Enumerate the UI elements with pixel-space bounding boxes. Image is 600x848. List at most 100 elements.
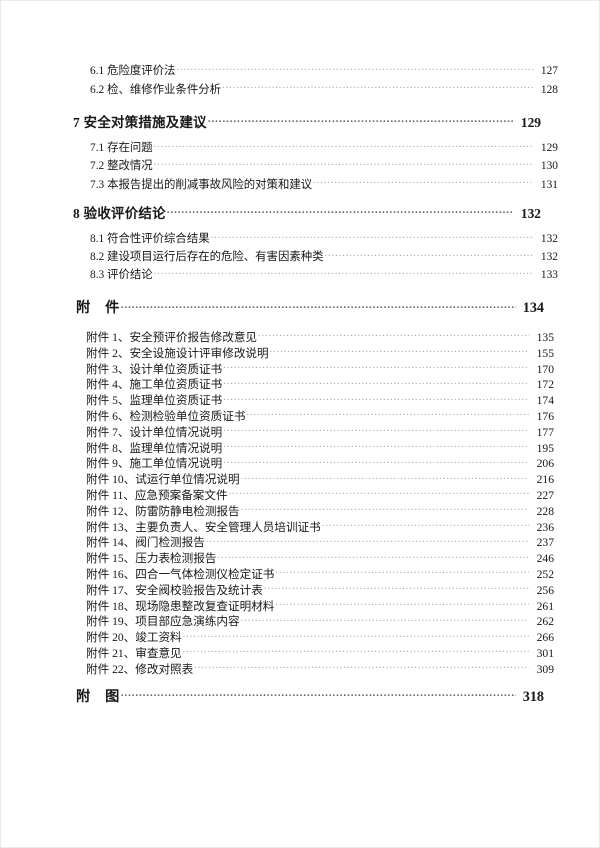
toc-entry-page-number: 206: [536, 457, 554, 471]
dot-leader: [154, 140, 533, 151]
toc-entry-label: 附件 19、项目部应急演练内容: [86, 615, 240, 629]
toc-entry-label: 附件 17、安全阀校验报告及统计表: [86, 583, 263, 597]
dot-leader: [313, 176, 533, 187]
toc-entry-page-number: 177: [536, 425, 554, 439]
toc-entry-label: 附 件: [76, 300, 120, 317]
dot-leader: [258, 329, 529, 341]
toc-attachment-entry[interactable]: 附件 22、修改对照表 309: [71, 661, 554, 677]
toc-entry-label: 附件 10、试运行单位情况说明: [86, 473, 240, 487]
toc-attachment-entry[interactable]: 附件 6、检测检验单位资质证书 176: [71, 408, 554, 424]
toc-entry-label: 附件 18、现场隐患整改复查证明材料: [86, 599, 275, 613]
dot-leader: [229, 487, 529, 499]
toc-attachment-entry[interactable]: 附件 4、施工单位资质证书 172: [71, 377, 554, 393]
dot-leader: [246, 408, 529, 420]
toc-attachment-entry[interactable]: 附件 18、现场隐患整改复查证明材料 261: [71, 598, 554, 614]
toc-section-entry[interactable]: 7.2 整改情况 130: [71, 158, 558, 176]
dot-leader: [121, 298, 516, 312]
toc-part-entry[interactable]: 附 件 134: [71, 298, 544, 318]
toc-entry-label: 7 安全对策措施及建议: [73, 114, 207, 130]
toc-section-entry[interactable]: 8.2 建设项目运行后存在的危险、有害因素种类 132: [71, 249, 558, 267]
toc-entry-page-number: 129: [540, 142, 558, 155]
toc-entry-label: 6.1 危险度评价法: [90, 65, 176, 78]
dot-leader: [208, 113, 513, 126]
toc-entry-page-number: 236: [536, 520, 554, 534]
table-of-contents: 6.1 危险度评价法 127 6.2 检、维修作业条件分析 128 7 安全对策措施及建…: [1, 1, 599, 707]
toc-attachment-entry[interactable]: 附件 5、监理单位资质证书 174: [71, 393, 554, 409]
toc-entry-label: 附件 2、安全设施设计评审修改说明: [86, 346, 269, 360]
toc-attachment-entry[interactable]: 附件 15、压力表检测报告 246: [71, 551, 554, 567]
toc-entry-page-number: 170: [536, 362, 554, 376]
toc-spacer: [1, 132, 599, 140]
dot-leader: [223, 424, 529, 436]
dot-leader: [241, 503, 529, 515]
toc-spacer: [1, 223, 599, 231]
toc-entry-label: 8.1 符合性评价综合结果: [90, 233, 210, 246]
toc-entry-page-number: 176: [536, 410, 554, 424]
toc-entry-label: 附件 11、应急预案备案文件: [86, 489, 228, 503]
toc-entry-page-number: 133: [540, 269, 558, 282]
toc-entry-page-number: 155: [536, 346, 554, 360]
dot-leader: [211, 231, 533, 242]
toc-entry-label: 附件 15、压力表检测报告: [86, 552, 217, 566]
toc-entry-page-number: 237: [536, 536, 554, 550]
toc-attachment-entry[interactable]: 附件 9、施工单位情况说明 206: [71, 456, 554, 472]
toc-entry-page-number: 261: [536, 599, 554, 613]
toc-section-entry[interactable]: 7.3 本报告提出的削减事故风险的对策和建议 131: [71, 176, 558, 194]
toc-attachment-entry[interactable]: 附件 1、安全预评价报告修改意见 135: [71, 329, 554, 345]
toc-chapter-entry[interactable]: 7 安全对策措施及建议 129: [71, 113, 541, 131]
toc-spacer: [1, 677, 599, 687]
toc-entry-page-number: 262: [536, 615, 554, 629]
dot-leader: [223, 377, 529, 389]
dot-leader: [275, 598, 529, 610]
toc-part-entry[interactable]: 附 图 318: [71, 687, 544, 707]
toc-attachment-entry[interactable]: 附件 7、设计单位情况说明 177: [71, 424, 554, 440]
dot-leader: [325, 249, 533, 260]
dot-leader: [194, 661, 529, 673]
toc-attachment-entry[interactable]: 附件 21、审查意见 301: [71, 645, 554, 661]
toc-entry-page-number: 227: [536, 489, 554, 503]
toc-entry-label: 附件 12、防雷防静电检测报告: [86, 504, 240, 518]
toc-attachment-entry[interactable]: 附件 2、安全设施设计评审修改说明 155: [71, 345, 554, 361]
toc-entry-page-number: 129: [520, 114, 541, 130]
toc-attachment-entry[interactable]: 附件 3、设计单位资质证书 170: [71, 361, 554, 377]
toc-section-entry[interactable]: 6.1 危险度评价法 127: [71, 63, 558, 81]
toc-chapter-entry[interactable]: 8 验收评价结论 132: [71, 204, 541, 222]
dot-leader: [223, 456, 529, 468]
toc-attachment-entry[interactable]: 附件 12、防雷防静电检测报告 228: [71, 503, 554, 519]
toc-spacer: [1, 194, 599, 204]
toc-section-entry[interactable]: 6.2 检、维修作业条件分析 128: [71, 81, 558, 99]
toc-entry-label: 附件 1、安全预评价报告修改意见: [86, 331, 258, 345]
toc-entry-page-number: 318: [522, 689, 544, 706]
toc-section-entry[interactable]: 7.1 存在问题 129: [71, 140, 558, 158]
toc-attachment-entry[interactable]: 附件 13、主要负责人、安全管理人员培训证书 236: [71, 519, 554, 535]
toc-entry-label: 附件 20、竣工资料: [86, 631, 182, 645]
dot-leader: [264, 582, 529, 594]
toc-entry-label: 附件 21、审查意见: [86, 647, 182, 660]
toc-entry-label: 附件 13、主要负责人、安全管理人员培训证书: [86, 520, 321, 534]
toc-entry-label: 附件 5、监理单位资质证书: [86, 394, 223, 408]
dot-leader: [222, 81, 533, 92]
toc-entry-page-number: 172: [536, 378, 554, 392]
toc-section-entry[interactable]: 8.1 符合性评价综合结果 132: [71, 231, 558, 249]
dot-leader: [322, 519, 529, 531]
toc-attachment-entry[interactable]: 附件 17、安全阀校验报告及统计表 256: [71, 582, 554, 598]
toc-attachment-entry[interactable]: 附件 14、阀门检测报告 237: [71, 535, 554, 551]
toc-attachment-entry[interactable]: 附件 16、四合一气体检测仪检定证书 252: [71, 566, 554, 582]
dot-leader: [154, 267, 533, 278]
dot-leader: [241, 472, 529, 484]
dot-leader: [270, 345, 529, 357]
toc-attachment-entry[interactable]: 附件 11、应急预案备案文件 227: [71, 487, 554, 503]
toc-attachment-entry[interactable]: 附件 19、项目部应急演练内容 262: [71, 614, 554, 630]
toc-entry-label: 7.1 存在问题: [90, 142, 153, 155]
toc-entry-page-number: 174: [536, 394, 554, 408]
toc-entry-label: 附件 3、设计单位资质证书: [86, 362, 223, 376]
toc-section-entry[interactable]: 8.3 评价结论 133: [71, 267, 558, 285]
dot-leader: [206, 535, 529, 547]
dot-leader: [167, 204, 513, 217]
dot-leader: [217, 551, 529, 563]
toc-entry-page-number: 252: [536, 568, 554, 582]
toc-attachment-entry[interactable]: 附件 10、试运行单位情况说明 216: [71, 472, 554, 488]
toc-attachment-entry[interactable]: 附件 8、监理单位情况说明 195: [71, 440, 554, 456]
toc-attachment-entry[interactable]: 附件 20、竣工资料 266: [71, 630, 554, 646]
